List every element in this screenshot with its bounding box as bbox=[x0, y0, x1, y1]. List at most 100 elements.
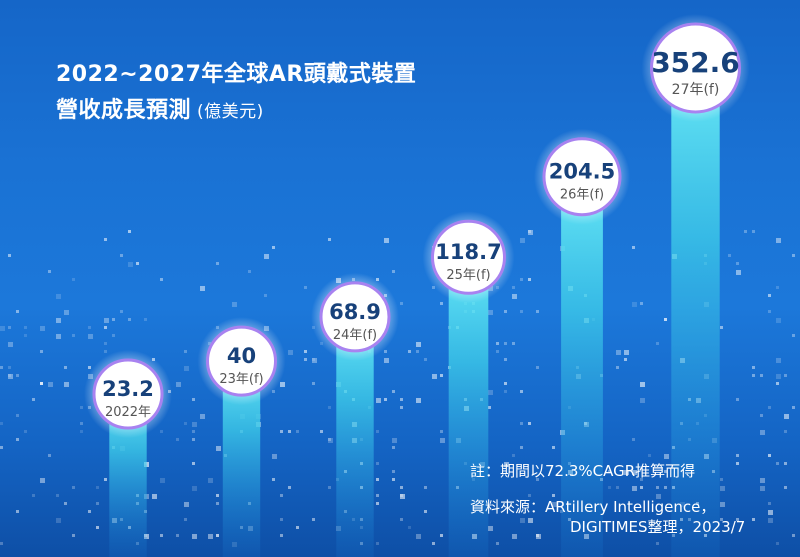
pixel-decoration bbox=[280, 494, 283, 497]
pixel-decoration bbox=[160, 430, 163, 433]
pixel-decoration bbox=[296, 430, 299, 433]
category-label: 26年(f) bbox=[560, 188, 604, 203]
pixel-decoration bbox=[632, 246, 635, 249]
pixel-decoration bbox=[424, 510, 427, 513]
pixel-decoration bbox=[120, 310, 123, 313]
pixel-decoration bbox=[552, 446, 555, 449]
data-point-circle bbox=[92, 358, 164, 430]
pixel-decoration bbox=[96, 502, 99, 505]
data-point-circle bbox=[650, 22, 741, 114]
pixel-decoration bbox=[400, 518, 403, 521]
pixel-decoration bbox=[328, 406, 331, 409]
pixel-decoration bbox=[768, 454, 771, 457]
pixel-decoration bbox=[736, 454, 739, 457]
chart-subtitle: 營收成長預測 (億美元) bbox=[56, 92, 264, 124]
pixel-decoration bbox=[760, 486, 765, 491]
pixel-decoration bbox=[432, 374, 437, 379]
pixel-decoration bbox=[424, 486, 427, 489]
pixel-decoration bbox=[0, 542, 3, 545]
pixel-decoration bbox=[776, 382, 779, 385]
pixel-decoration bbox=[160, 278, 163, 281]
pixel-decoration bbox=[328, 438, 333, 443]
pixel-decoration bbox=[632, 486, 637, 491]
data-value-label: 118.7 bbox=[435, 240, 501, 264]
pixel-decoration bbox=[72, 334, 75, 337]
pixel-decoration bbox=[24, 326, 27, 329]
pixel-decoration bbox=[192, 430, 195, 433]
pixel-decoration bbox=[128, 230, 131, 233]
pixel-decoration bbox=[64, 502, 67, 505]
pixel-decoration bbox=[48, 270, 51, 273]
unit-label: (億美元) bbox=[197, 102, 264, 122]
pixel-decoration bbox=[8, 254, 11, 257]
pixel-decoration bbox=[384, 358, 389, 363]
pixel-decoration bbox=[176, 382, 181, 387]
pixel-decoration bbox=[328, 438, 331, 441]
pixel-decoration bbox=[192, 398, 195, 401]
pixel-decoration bbox=[32, 494, 35, 497]
pixel-decoration bbox=[8, 374, 13, 379]
pixel-decoration bbox=[656, 526, 661, 531]
pixel-decoration bbox=[160, 478, 165, 483]
pixel-decoration bbox=[608, 486, 611, 489]
pixel-decoration bbox=[552, 494, 555, 497]
pixel-decoration bbox=[40, 350, 43, 353]
pixel-decoration bbox=[792, 334, 795, 337]
pixel-decoration bbox=[24, 430, 27, 433]
pixel-decoration bbox=[280, 534, 283, 537]
pixel-decoration bbox=[624, 358, 627, 361]
pixel-decoration bbox=[504, 382, 507, 385]
category-label: 23年(f) bbox=[219, 372, 263, 387]
pixel-decoration bbox=[152, 494, 157, 499]
pixel-decoration bbox=[536, 310, 539, 313]
source-line-1: 資料來源：ARtillery Intelligence， bbox=[470, 498, 716, 516]
pixel-decoration bbox=[432, 286, 435, 289]
pixel-decoration bbox=[512, 534, 517, 539]
pixel-decoration bbox=[8, 374, 11, 377]
source-line-2: DIGITIMES整理，2023/7 bbox=[570, 518, 746, 536]
pixel-decoration bbox=[760, 414, 763, 417]
pixel-decoration bbox=[16, 310, 19, 313]
pixel-decoration bbox=[328, 238, 331, 241]
pixel-decoration bbox=[200, 414, 205, 419]
pixel-decoration bbox=[504, 310, 507, 313]
pixel-decoration bbox=[208, 478, 213, 483]
pixel-decoration bbox=[264, 254, 269, 259]
pixel-decoration bbox=[96, 526, 99, 529]
pixel-decoration bbox=[192, 534, 197, 539]
pixel-decoration bbox=[392, 390, 395, 393]
pixel-decoration bbox=[104, 238, 107, 241]
pixel-decoration bbox=[104, 318, 109, 323]
pixel-decoration bbox=[184, 366, 189, 371]
pixel-decoration bbox=[80, 430, 83, 433]
pixel-decoration bbox=[440, 534, 443, 537]
pixel-decoration bbox=[200, 286, 205, 291]
pixel-decoration bbox=[88, 326, 91, 329]
pixel-decoration bbox=[0, 366, 3, 369]
pixel-decoration bbox=[384, 238, 389, 243]
pixel-decoration bbox=[312, 358, 317, 363]
pixel-decoration bbox=[328, 486, 331, 489]
pixel-decoration bbox=[528, 230, 533, 235]
pixel-decoration bbox=[656, 542, 659, 545]
pixel-decoration bbox=[416, 398, 421, 403]
data-point-circle bbox=[542, 137, 622, 217]
pixel-decoration bbox=[720, 518, 723, 521]
pixel-decoration bbox=[216, 534, 219, 537]
data-value-label: 23.2 bbox=[102, 377, 154, 401]
pixel-decoration bbox=[736, 270, 741, 275]
pixel-decoration bbox=[536, 478, 539, 481]
pixel-decoration bbox=[496, 542, 499, 545]
pixel-decoration bbox=[112, 334, 115, 337]
pixel-decoration bbox=[288, 350, 293, 355]
pixel-decoration bbox=[792, 254, 795, 257]
pixel-decoration bbox=[552, 494, 555, 497]
pixel-decoration bbox=[520, 390, 523, 393]
pixel-decoration bbox=[192, 462, 195, 465]
pixel-decoration bbox=[736, 398, 739, 401]
pixel-decoration bbox=[16, 438, 19, 441]
pixel-decoration bbox=[280, 518, 283, 521]
pixel-decoration bbox=[784, 462, 787, 465]
